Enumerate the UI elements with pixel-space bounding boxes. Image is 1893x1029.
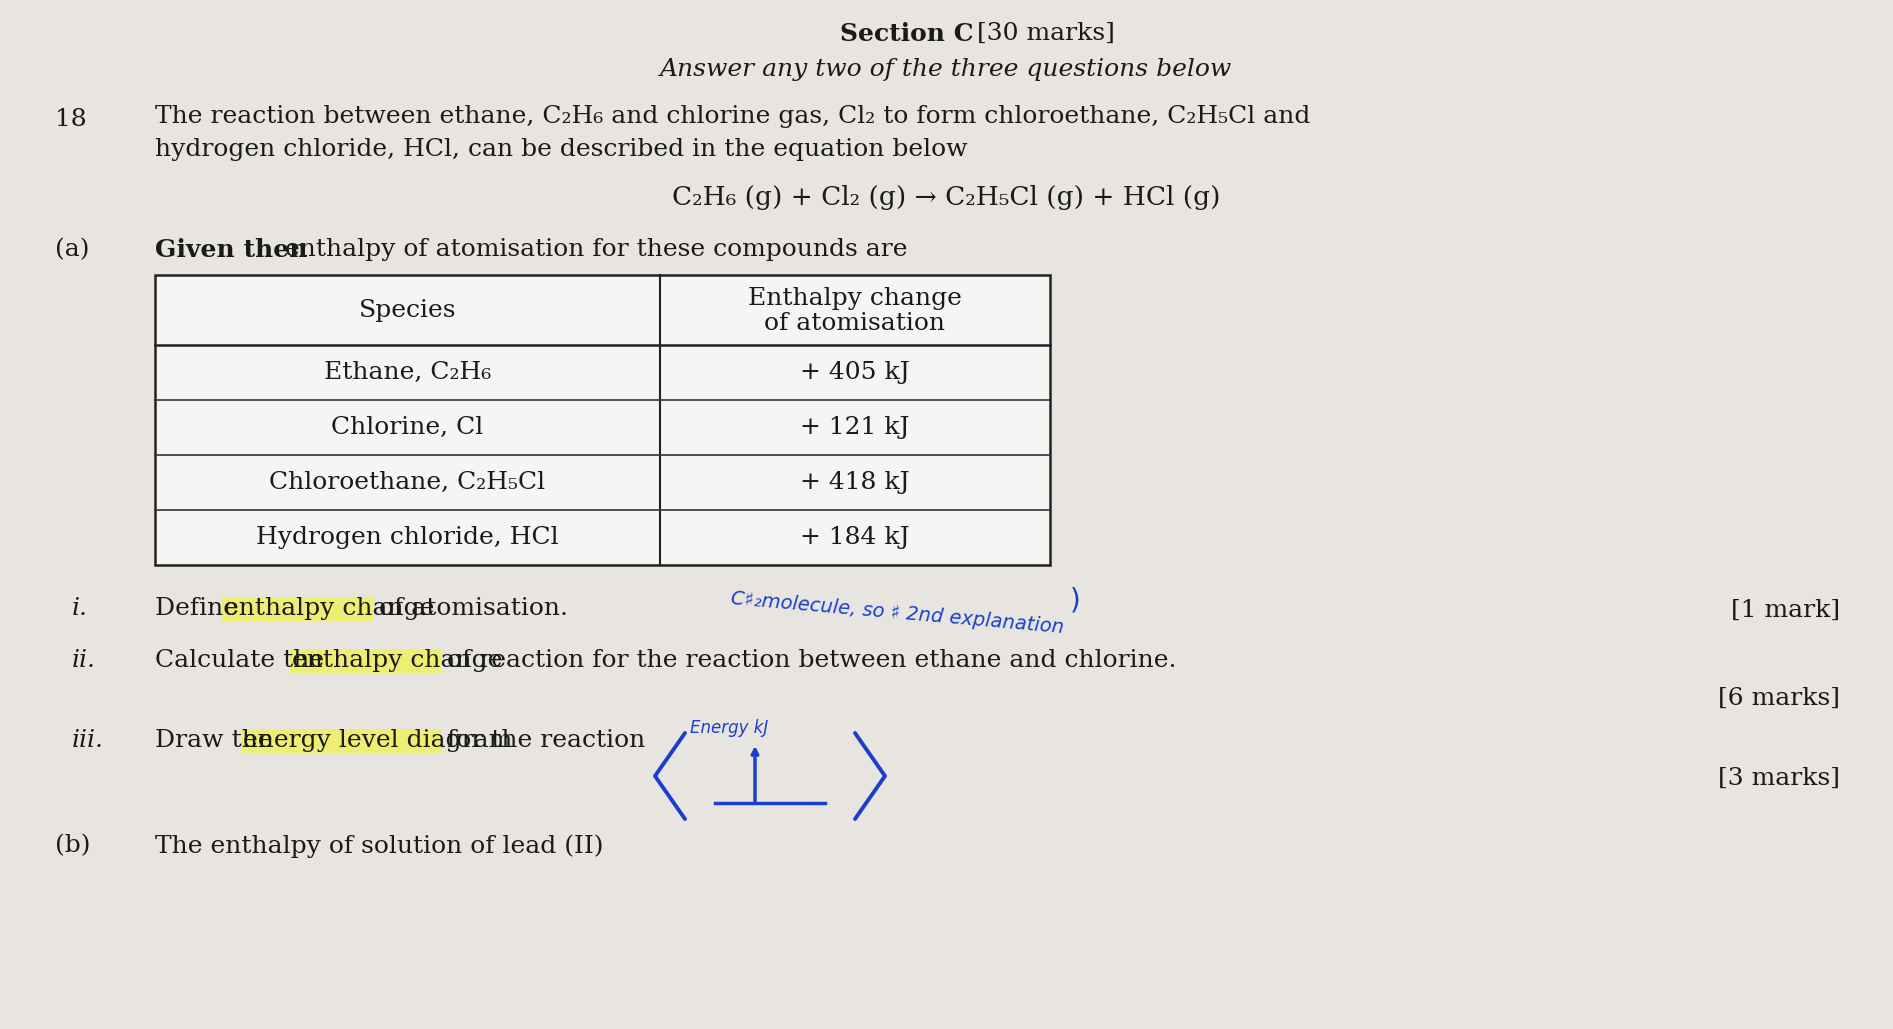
Text: hydrogen chloride, HCl, can be described in the equation below: hydrogen chloride, HCl, can be described… xyxy=(155,138,967,161)
Text: Hydrogen chloride, HCl: Hydrogen chloride, HCl xyxy=(256,526,558,549)
Text: C♯₂molecule, so ♯ 2nd explanation: C♯₂molecule, so ♯ 2nd explanation xyxy=(731,589,1064,637)
Bar xyxy=(240,729,441,753)
Text: Chloroethane, C₂H₅Cl: Chloroethane, C₂H₅Cl xyxy=(269,471,545,494)
Text: Enthalpy change: Enthalpy change xyxy=(748,287,962,311)
Text: + 405 kJ: + 405 kJ xyxy=(801,361,911,384)
Text: Draw the: Draw the xyxy=(155,729,280,752)
Text: Answer any two of the three questions below: Answer any two of the three questions be… xyxy=(661,58,1232,81)
Text: + 418 kJ: + 418 kJ xyxy=(801,471,911,494)
Text: ii.: ii. xyxy=(72,649,97,672)
Text: Energy kJ: Energy kJ xyxy=(691,719,769,737)
Text: [6 marks]: [6 marks] xyxy=(1719,687,1840,710)
Bar xyxy=(290,649,441,673)
Text: [3 marks]: [3 marks] xyxy=(1719,767,1840,790)
Text: enthalpy change: enthalpy change xyxy=(223,597,433,620)
Text: energy level diagram: energy level diagram xyxy=(242,729,513,752)
Text: for the reaction: for the reaction xyxy=(439,729,646,752)
Text: enthalpy of atomisation for these compounds are: enthalpy of atomisation for these compou… xyxy=(286,238,907,261)
Text: C₂H₆ (g) + Cl₂ (g) → C₂H₅Cl (g) + HCl (g): C₂H₆ (g) + Cl₂ (g) → C₂H₅Cl (g) + HCl (g… xyxy=(672,185,1221,210)
Bar xyxy=(221,597,373,620)
Text: Calculate the: Calculate the xyxy=(155,649,331,672)
Text: [1 mark]: [1 mark] xyxy=(1730,599,1840,622)
Text: enthalpy change: enthalpy change xyxy=(292,649,502,672)
Text: 18: 18 xyxy=(55,108,87,131)
Text: Define: Define xyxy=(155,597,246,620)
Text: iii.: iii. xyxy=(72,729,104,752)
Text: of atomisation.: of atomisation. xyxy=(371,597,568,620)
Text: Chlorine, Cl: Chlorine, Cl xyxy=(331,416,483,439)
Text: ): ) xyxy=(1070,587,1081,615)
Text: + 121 kJ: + 121 kJ xyxy=(801,416,911,439)
Text: i.: i. xyxy=(72,597,87,620)
Text: of atomisation: of atomisation xyxy=(765,312,945,334)
Text: + 184 kJ: + 184 kJ xyxy=(801,526,911,549)
Text: Given then: Given then xyxy=(155,238,316,262)
Text: [30 marks]: [30 marks] xyxy=(945,22,1115,45)
Text: Species: Species xyxy=(360,298,456,321)
Text: Ethane, C₂H₆: Ethane, C₂H₆ xyxy=(324,361,490,384)
Text: of reaction for the reaction between ethane and chlorine.: of reaction for the reaction between eth… xyxy=(439,649,1177,672)
Text: The reaction between ethane, C₂H₆ and chlorine gas, Cl₂ to form chloroethane, C₂: The reaction between ethane, C₂H₆ and ch… xyxy=(155,105,1310,128)
Text: (a): (a) xyxy=(55,238,89,261)
Bar xyxy=(155,275,1051,565)
Text: (b): (b) xyxy=(55,833,91,857)
Text: The enthalpy of solution of lead (II): The enthalpy of solution of lead (II) xyxy=(155,833,604,857)
Text: Section C: Section C xyxy=(840,22,973,46)
